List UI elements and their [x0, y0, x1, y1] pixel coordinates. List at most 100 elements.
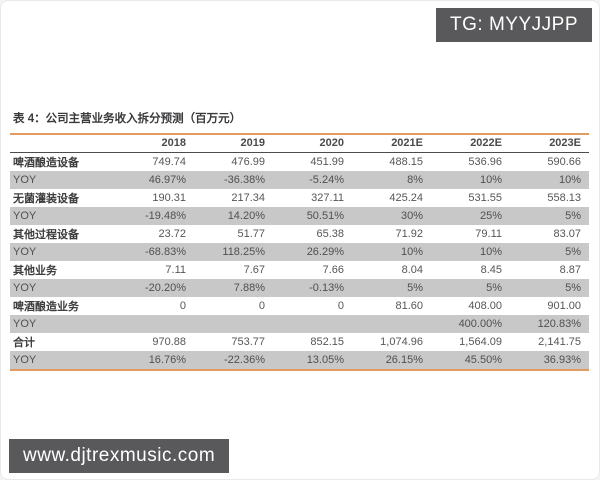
table-row: YOY 400.00% 120.83%	[10, 315, 589, 333]
value-cell: 852.15	[310, 336, 344, 348]
value-cell: 14.20%	[227, 210, 265, 222]
value-cell: 5%	[565, 282, 581, 294]
value-cell: 26.15%	[385, 354, 423, 366]
value-cell: 8.04	[401, 264, 423, 276]
table-title: 表 4：公司主营业务收入拆分预测（百万元）	[13, 113, 242, 125]
watermark-badge: www.djtrexmusic.com	[9, 439, 230, 473]
value-cell: 5%	[565, 210, 581, 222]
table-row: YOY -20.20% 7.88% -0.13% 5% 5% 5%	[10, 279, 589, 297]
value-cell: 0	[337, 300, 344, 312]
value-cell: 1,564.09	[459, 336, 502, 348]
value-cell: 7.67	[243, 264, 265, 276]
revenue-forecast-table: 2018 2019 2020 2021E 2022E 2023E 啤酒酿造设备 7…	[10, 133, 589, 371]
value-cell: -0.13%	[309, 282, 344, 294]
header-year-2022e: 2022E	[431, 134, 510, 153]
table-row: 合计 970.88 753.77 852.15 1,074.96 1,564.09 2,14…	[10, 333, 589, 351]
header-label-spacer	[10, 134, 115, 153]
table-header-row: 2018 2019 2020 2021E 2022E 2023E	[10, 134, 589, 153]
value-cell: 0	[179, 300, 186, 312]
value-cell	[194, 315, 273, 333]
value-cell: 408.00	[468, 300, 502, 312]
value-cell: 8%	[407, 174, 423, 186]
value-cell: 8.87	[559, 264, 581, 276]
row-label-cell: 其他业务	[13, 265, 57, 277]
value-cell: 46.97%	[148, 174, 186, 186]
table-row: 无菌灌装设备 190.31 217.34 327.11 425.24 531.55 558.…	[10, 189, 589, 207]
value-cell	[115, 315, 194, 333]
value-cell: -36.38%	[224, 174, 265, 186]
value-cell: 190.31	[152, 192, 186, 204]
value-cell: 536.96	[468, 156, 502, 168]
value-cell: 10%	[479, 174, 502, 186]
row-label-cell: 啤酒酿造业务	[13, 301, 79, 313]
value-cell: 118.25%	[222, 246, 265, 258]
value-cell: 83.07	[553, 228, 581, 240]
value-cell: 16.76%	[148, 354, 186, 366]
value-cell: -19.48%	[145, 210, 186, 222]
value-cell: 10%	[558, 174, 581, 186]
value-cell: 7.88%	[233, 282, 265, 294]
value-cell: 0	[258, 300, 265, 312]
header-year-2020: 2020	[273, 134, 352, 153]
row-label-cell: 啤酒酿造设备	[13, 157, 79, 169]
row-label-cell: YOY	[13, 210, 37, 222]
value-cell: 71.92	[395, 228, 423, 240]
value-cell: 7.11	[165, 264, 186, 276]
value-cell: 5%	[407, 282, 423, 294]
value-cell: 8.45	[480, 264, 502, 276]
value-cell: 13.05%	[306, 354, 344, 366]
revenue-forecast-section: 表 4：公司主营业务收入拆分预测（百万元） 2018 2019 2020 202…	[10, 112, 589, 371]
value-cell: 120.83%	[537, 318, 581, 330]
value-cell: 10%	[479, 246, 502, 258]
table-row: 啤酒酿造设备 749.74 476.99 451.99 488.15 536.96 590.…	[10, 153, 589, 172]
value-cell: 476.99	[231, 156, 265, 168]
value-cell: -20.20%	[145, 282, 186, 294]
value-cell: 753.77	[231, 336, 265, 348]
row-label-cell: YOY	[13, 246, 37, 258]
value-cell: 590.66	[547, 156, 581, 168]
row-label-cell: YOY	[13, 282, 37, 294]
value-cell: 10%	[400, 246, 423, 258]
value-cell: 81.60	[395, 300, 423, 312]
value-cell: -22.36%	[224, 354, 265, 366]
header-year-2019: 2019	[194, 134, 273, 153]
value-cell: -5.24%	[309, 174, 344, 186]
value-cell: -68.83%	[145, 246, 186, 258]
value-cell: 45.50%	[464, 354, 502, 366]
value-cell	[273, 315, 352, 333]
header-year-2018: 2018	[115, 134, 194, 153]
value-cell: 425.24	[389, 192, 423, 204]
value-cell: 327.11	[311, 192, 344, 204]
table-row: 啤酒酿造业务 0 0 0 81.60 408.00 901.00	[10, 297, 589, 315]
value-cell: 51.77	[237, 228, 265, 240]
row-label-cell: 其他过程设备	[13, 229, 79, 241]
row-label-cell: YOY	[13, 174, 37, 186]
value-cell: 30%	[400, 210, 423, 222]
value-cell: 36.93%	[543, 354, 581, 366]
header-year-2023e: 2023E	[510, 134, 589, 153]
row-label-cell: 无菌灌装设备	[13, 193, 79, 205]
table-row: 其他过程设备 23.72 51.77 65.38 71.92 79.11 83.07	[10, 225, 589, 243]
value-cell: 23.72	[158, 228, 186, 240]
value-cell: 901.00	[547, 300, 581, 312]
value-cell: 749.74	[152, 156, 186, 168]
value-cell: 65.38	[316, 228, 344, 240]
value-cell: 558.13	[547, 192, 581, 204]
table-row: 其他业务 7.11 7.67 7.66 8.04 8.45 8.87	[10, 261, 589, 279]
table-row: YOY -68.83% 118.25% 26.29% 10% 10% 5%	[10, 243, 589, 261]
value-cell: 79.11	[475, 228, 502, 240]
value-cell: 1,074.96	[380, 336, 423, 348]
value-cell: 50.51%	[306, 210, 344, 222]
value-cell: 488.15	[389, 156, 423, 168]
value-cell: 25%	[479, 210, 502, 222]
table-row: YOY 46.97% -36.38% -5.24% 8% 10% 10%	[10, 171, 589, 189]
value-cell: 7.66	[322, 264, 344, 276]
value-cell: 400.00%	[458, 318, 502, 330]
header-year-2021e: 2021E	[352, 134, 431, 153]
value-cell: 5%	[565, 246, 581, 258]
table-row: YOY -19.48% 14.20% 50.51% 30% 25% 5%	[10, 207, 589, 225]
value-cell: 970.88	[152, 336, 186, 348]
value-cell	[352, 315, 431, 333]
value-cell: 5%	[486, 282, 502, 294]
